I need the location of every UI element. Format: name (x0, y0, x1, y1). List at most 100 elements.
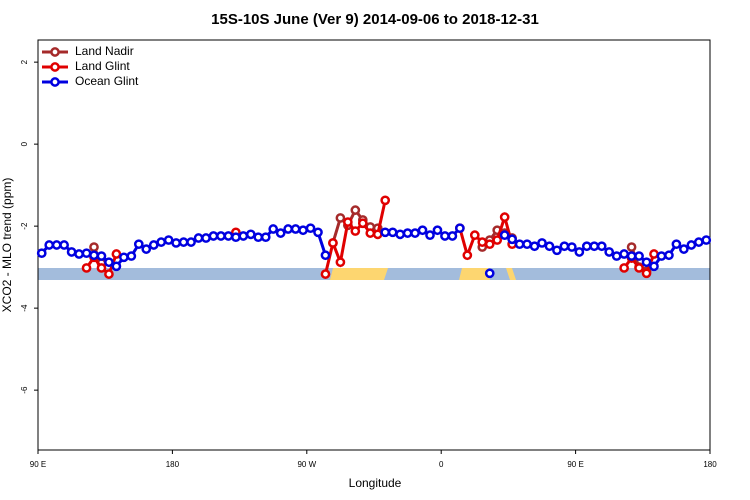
data-point (649, 261, 659, 272)
x-tick-label: 180 (703, 460, 717, 469)
x-tick-label: 90 E (567, 460, 583, 469)
data-point (104, 257, 114, 268)
data-point (350, 205, 361, 215)
data-point (350, 226, 361, 236)
data-point (522, 239, 532, 250)
data-point (634, 251, 644, 261)
data-point (44, 240, 55, 250)
y-tick-label: -6 (20, 386, 29, 394)
data-point (604, 247, 615, 257)
data-point (201, 233, 211, 243)
data-point (581, 241, 592, 252)
data-point (656, 251, 667, 261)
data-point (634, 263, 644, 273)
data-point (104, 269, 114, 279)
data-point (380, 195, 391, 206)
data-point (320, 269, 331, 279)
data-point (679, 244, 689, 254)
x-tick-label: 180 (166, 460, 180, 469)
data-point (626, 242, 637, 252)
data-point (387, 227, 398, 238)
data-point (440, 231, 450, 241)
y-tick-label: -2 (20, 222, 29, 230)
data-point (484, 239, 495, 250)
data-point (641, 268, 652, 279)
data-point (171, 238, 181, 248)
y-tick-label: 0 (20, 141, 29, 146)
data-point (253, 232, 264, 243)
data-point (238, 231, 249, 241)
data-point (447, 231, 458, 241)
data-point (469, 230, 480, 241)
data-point (499, 230, 510, 241)
x-tick-label: 90 W (297, 460, 316, 469)
data-point (260, 232, 271, 243)
data-point (693, 237, 704, 247)
data-point (425, 230, 435, 241)
data-point (619, 249, 629, 259)
data-point (245, 229, 256, 240)
surface-strip (38, 268, 710, 280)
data-point (96, 251, 107, 261)
data-point (178, 237, 189, 247)
data-point (567, 242, 577, 252)
legend-marker (50, 77, 60, 87)
data-point (208, 231, 219, 241)
data-point (81, 248, 92, 259)
data-point (96, 263, 107, 273)
data-point (126, 251, 137, 261)
data-point (529, 241, 540, 252)
data-point (163, 235, 174, 245)
data-point (335, 213, 346, 223)
legend-label: Land Glint (75, 59, 130, 73)
data-point (365, 228, 376, 238)
plot-frame (37, 39, 711, 451)
data-point (514, 239, 525, 250)
data-point (410, 228, 420, 238)
data-point (574, 247, 585, 257)
data-point (66, 247, 77, 257)
data-point (649, 249, 659, 259)
data-point (231, 232, 241, 243)
data-point (611, 251, 622, 261)
data-point (335, 257, 346, 268)
data-point (626, 251, 637, 261)
data-point (74, 249, 84, 259)
data-point (671, 239, 682, 250)
data-point (596, 241, 607, 252)
data-point (507, 234, 517, 245)
data-point (320, 250, 331, 261)
data-point (141, 244, 152, 254)
data-point (641, 257, 652, 268)
data-point (462, 250, 473, 261)
data-point (81, 263, 92, 273)
data-point (432, 225, 443, 236)
x-tick-label: 90 E (30, 460, 46, 469)
data-point (268, 224, 279, 234)
data-point (275, 228, 286, 238)
x-tick-label: 0 (439, 460, 444, 469)
data-point (664, 250, 674, 261)
data-point (283, 224, 293, 234)
data-point (216, 231, 226, 241)
data-point (455, 223, 465, 234)
data-point (111, 261, 122, 272)
chart-title: 15S-10S June (Ver 9) 2014-09-06 to 2018-… (211, 11, 539, 28)
legend-label: Ocean Glint (75, 74, 139, 88)
data-point (537, 238, 547, 248)
legend-marker (50, 62, 60, 72)
data-point (589, 241, 600, 252)
data-point (111, 249, 122, 259)
data-point (544, 241, 555, 252)
data-point (343, 217, 353, 227)
data-point (477, 237, 488, 247)
data-point (484, 268, 495, 279)
data-point (559, 241, 570, 252)
data-point (156, 237, 167, 247)
y-axis-label: XCO2 - MLO trend (ppm) (0, 178, 14, 313)
data-point (119, 252, 129, 263)
data-point (395, 229, 405, 240)
y-tick-label: -4 (20, 304, 29, 312)
data-point (328, 238, 338, 248)
